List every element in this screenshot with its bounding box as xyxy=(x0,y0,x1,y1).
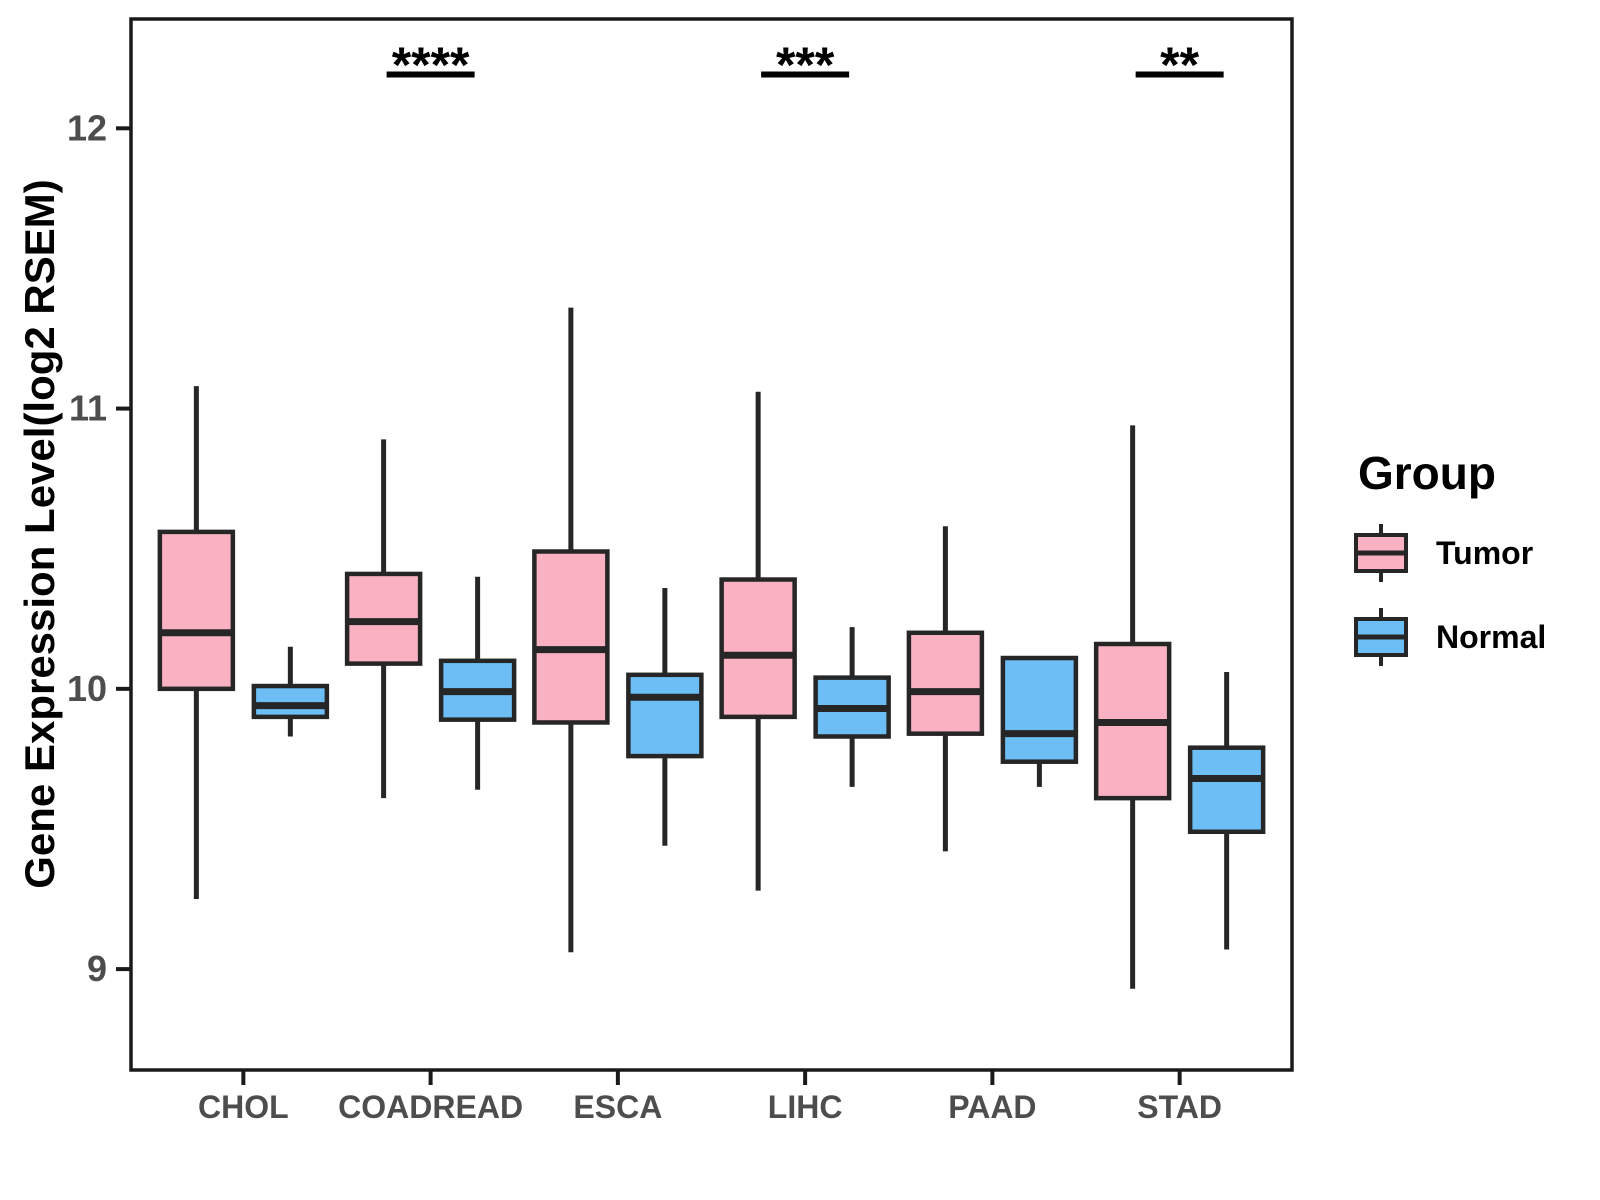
x-tick-label-LIHC: LIHC xyxy=(768,1089,843,1125)
x-tick-label-CHOL: CHOL xyxy=(198,1089,289,1125)
significance-stars-COADREAD: **** xyxy=(392,37,470,93)
y-tick-label: 11 xyxy=(69,388,107,429)
box-normal-ESCA xyxy=(626,672,704,759)
box-tumor-PAAD xyxy=(906,630,985,736)
box-normal-CHOL xyxy=(251,683,330,720)
y-tick-label: 10 xyxy=(67,668,107,709)
y-tick-label: 12 xyxy=(67,107,107,148)
tumor-boxplot-glyph xyxy=(1354,524,1408,582)
legend-item-label: Tumor xyxy=(1436,534,1534,571)
box-normal-STAD xyxy=(1187,745,1266,835)
panel-border xyxy=(129,17,1294,1072)
y-tick-label: 9 xyxy=(87,948,107,989)
significance-stars-STAD: ** xyxy=(1160,37,1199,93)
significance-stars-LIHC: *** xyxy=(776,37,835,93)
legend-item-tumor: Tumor xyxy=(1352,522,1592,584)
legend-item-normal: Normal xyxy=(1352,606,1592,668)
box-tumor-CHOL xyxy=(157,529,236,692)
x-tick-label-PAAD: PAAD xyxy=(948,1089,1036,1125)
legend-item-label: Normal xyxy=(1436,618,1547,655)
x-tick-label-STAD: STAD xyxy=(1137,1089,1222,1125)
box-tumor-LIHC xyxy=(719,577,797,720)
x-tick-label-COADREAD: COADREAD xyxy=(338,1089,523,1125)
legend-title: Group xyxy=(1358,447,1496,499)
x-tick-label-ESCA: ESCA xyxy=(573,1089,662,1125)
box-normal-PAAD xyxy=(1000,655,1079,764)
y-axis-title: Gene Expression Level(log2 RSEM) xyxy=(16,179,63,889)
legend: Group Tumor Normal xyxy=(1352,446,1592,668)
box-tumor-ESCA xyxy=(532,549,610,725)
normal-boxplot-glyph xyxy=(1354,608,1408,666)
